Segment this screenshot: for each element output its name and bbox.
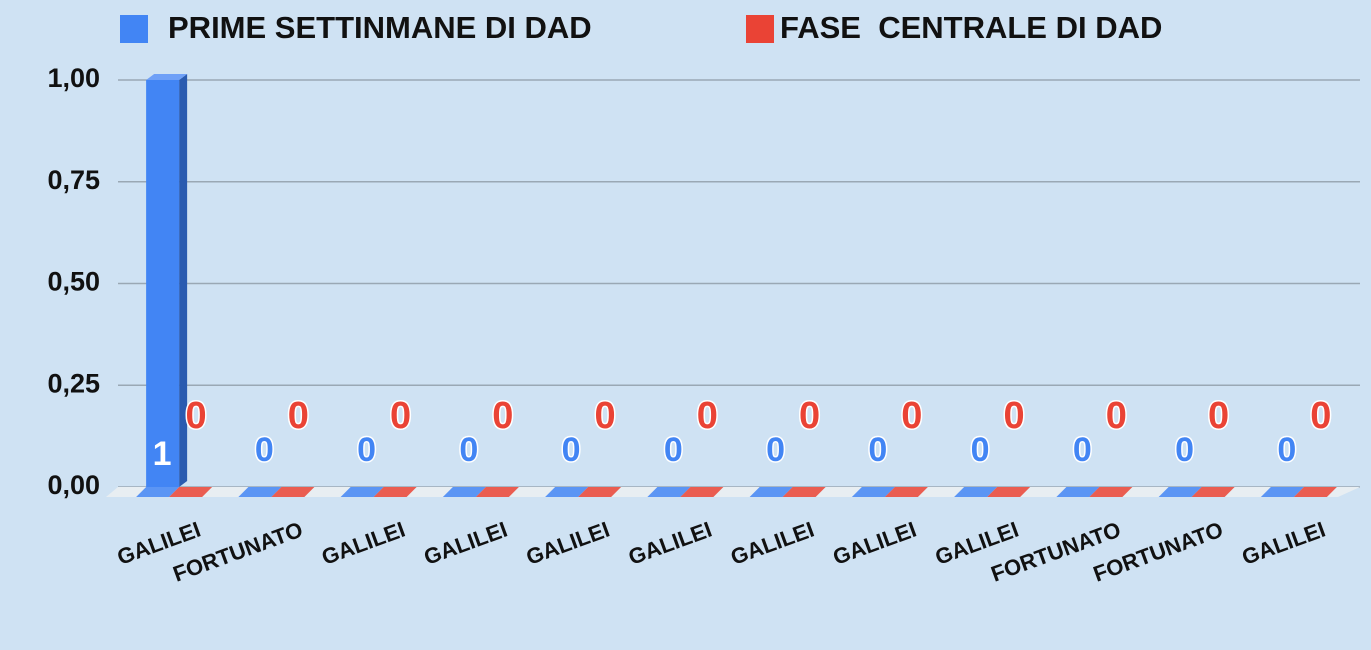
data-label: 0 bbox=[492, 395, 513, 437]
data-label: 0 bbox=[1106, 395, 1127, 437]
data-label: 0 bbox=[901, 395, 922, 437]
data-label: 0 bbox=[1310, 395, 1331, 437]
bar-floor-face bbox=[373, 487, 417, 497]
data-label: 0 bbox=[697, 395, 718, 437]
bar-side bbox=[179, 74, 188, 487]
data-label: 0 bbox=[562, 431, 581, 469]
bar-floor-face bbox=[271, 487, 315, 497]
bar-floor-face bbox=[169, 487, 213, 497]
data-label: 0 bbox=[1175, 431, 1194, 469]
data-label: 0 bbox=[1073, 431, 1092, 469]
data-label: 1 bbox=[153, 435, 172, 473]
legend-swatch bbox=[120, 15, 148, 43]
bar-floor-face bbox=[954, 487, 998, 497]
data-label: 0 bbox=[357, 431, 376, 469]
floor bbox=[106, 487, 1360, 497]
y-tick-label: 1,00 bbox=[47, 63, 100, 93]
data-label: 0 bbox=[186, 395, 207, 437]
bar-floor-face bbox=[1260, 487, 1304, 497]
data-label: 0 bbox=[971, 431, 990, 469]
bar-floor-face bbox=[136, 487, 180, 497]
data-label: 0 bbox=[799, 395, 820, 437]
bar-floor-face bbox=[749, 487, 793, 497]
bar-floor-face bbox=[1056, 487, 1100, 497]
bar-floor-face bbox=[680, 487, 724, 497]
bar-floor-face bbox=[545, 487, 589, 497]
data-label: 0 bbox=[255, 431, 274, 469]
legend-label: PRIME SETTINMANE DI DAD bbox=[168, 10, 592, 45]
data-label: 0 bbox=[288, 395, 309, 437]
y-tick-label: 0,50 bbox=[47, 267, 100, 297]
bar-floor-face bbox=[1191, 487, 1235, 497]
bar-floor-face bbox=[987, 487, 1031, 497]
data-label: 0 bbox=[595, 395, 616, 437]
bar-top bbox=[146, 74, 188, 80]
bar-floor-face bbox=[578, 487, 622, 497]
bar-floor-face bbox=[340, 487, 384, 497]
bar bbox=[146, 80, 180, 487]
bar-floor-face bbox=[1089, 487, 1133, 497]
data-label: 0 bbox=[1277, 431, 1296, 469]
bar-floor-face bbox=[647, 487, 691, 497]
data-label: 0 bbox=[868, 431, 887, 469]
legend-label: FASE CENTRALE DI DAD bbox=[780, 10, 1162, 45]
bar-floor-face bbox=[1158, 487, 1202, 497]
bar-floor-face bbox=[851, 487, 895, 497]
data-label: 0 bbox=[766, 431, 785, 469]
data-label: 0 bbox=[390, 395, 411, 437]
data-label: 0 bbox=[1004, 395, 1025, 437]
data-label: 0 bbox=[459, 431, 478, 469]
legend-swatch bbox=[746, 15, 774, 43]
bar-floor-face bbox=[442, 487, 486, 497]
y-tick-label: 0,75 bbox=[47, 165, 100, 195]
bar-floor-face bbox=[238, 487, 282, 497]
bar-floor-face bbox=[475, 487, 519, 497]
data-label: 0 bbox=[1208, 395, 1229, 437]
y-tick-label: 0,00 bbox=[47, 470, 100, 500]
data-label: 0 bbox=[664, 431, 683, 469]
bar-floor-face bbox=[782, 487, 826, 497]
y-tick-label: 0,25 bbox=[47, 368, 100, 398]
bar-floor-face bbox=[884, 487, 928, 497]
bar-floor-face bbox=[1293, 487, 1337, 497]
